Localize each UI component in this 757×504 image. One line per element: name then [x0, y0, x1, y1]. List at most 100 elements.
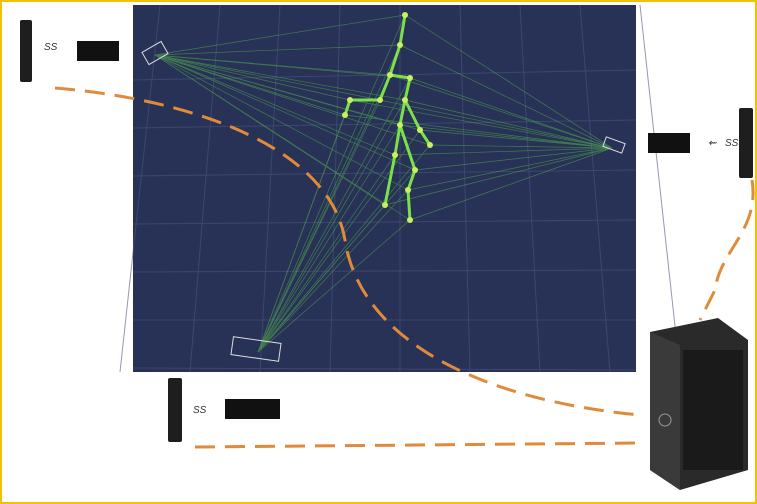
kinect: [225, 399, 280, 419]
ray: [154, 54, 421, 131]
cable: [698, 179, 755, 321]
bone: [418, 129, 432, 146]
grid-line: [132, 219, 637, 225]
server-front: [650, 332, 680, 490]
ray: [257, 204, 386, 353]
ray: [399, 44, 613, 149]
ray: [419, 129, 613, 149]
ray: [399, 124, 613, 149]
joint: [402, 97, 408, 103]
ray: [409, 77, 613, 149]
ray: [257, 219, 411, 353]
grid-line: [132, 69, 637, 81]
sensors: [141, 40, 626, 362]
ray: [257, 169, 416, 353]
joint: [407, 217, 413, 223]
server-side: [683, 350, 743, 470]
bone: [383, 154, 397, 206]
ray: [154, 14, 406, 56]
joint: [377, 97, 383, 103]
bone: [398, 99, 407, 126]
ray: [409, 147, 613, 221]
joint: [347, 97, 353, 103]
ray: [257, 99, 351, 353]
bone: [389, 73, 411, 80]
mini-pc: [739, 108, 753, 178]
ray: [349, 99, 613, 149]
ray: [344, 114, 613, 149]
joint: [407, 75, 413, 81]
ray: [257, 114, 346, 353]
ray: [257, 189, 409, 353]
joint: [427, 142, 433, 148]
ray: [429, 144, 613, 149]
bone: [398, 14, 407, 46]
grid-line: [119, 4, 161, 373]
ray: [154, 54, 401, 126]
bone: [378, 74, 392, 101]
ray: [404, 99, 613, 149]
grid-line: [132, 119, 637, 129]
joint: [342, 112, 348, 118]
server: [650, 318, 748, 490]
ray: [154, 44, 401, 56]
joint: [412, 167, 418, 173]
ray: [154, 54, 406, 101]
ray: [404, 14, 613, 149]
bone: [388, 44, 402, 76]
capture-view: [119, 4, 681, 373]
ray: [257, 14, 406, 353]
joint: [387, 72, 393, 78]
ray: [257, 99, 381, 353]
ray: [154, 54, 411, 221]
mini-pc: [168, 378, 182, 442]
grid-line: [519, 4, 541, 373]
ray: [154, 54, 346, 116]
grid-line: [639, 4, 681, 373]
joint: [417, 127, 423, 133]
grid-line: [132, 269, 637, 273]
cable: [194, 441, 641, 449]
grid-line: [329, 4, 341, 373]
ray: [414, 147, 613, 171]
ray: [154, 54, 381, 101]
bone: [403, 77, 412, 101]
ray: [154, 54, 416, 171]
ray: [154, 54, 391, 76]
joint: [402, 12, 408, 18]
usb-label: SS: [193, 405, 207, 416]
bone: [406, 169, 417, 191]
kinect-station-2: ⇜ SS: [648, 108, 753, 178]
kinect: [648, 133, 690, 153]
usb-label: SS: [44, 42, 58, 53]
sensor: [602, 136, 626, 154]
viewport: [133, 5, 636, 372]
grid-line: [189, 4, 221, 373]
usb-label: SS: [725, 138, 739, 149]
sensor: [230, 336, 282, 362]
usb-label: ⇜: [708, 138, 717, 149]
ray: [257, 99, 406, 353]
ray: [154, 54, 411, 79]
server-logo: [658, 413, 672, 427]
ray: [154, 54, 431, 146]
kinect-station-1: SS: [20, 20, 119, 82]
grid-line: [132, 169, 637, 177]
grid-line: [259, 4, 281, 373]
ray: [394, 147, 613, 156]
ray: [154, 54, 396, 156]
ray: [257, 77, 411, 353]
ray: [154, 54, 409, 191]
ray: [154, 54, 351, 101]
ray: [407, 147, 613, 191]
sensor: [141, 40, 169, 66]
grid-line: [132, 367, 637, 371]
bone: [398, 124, 417, 171]
ray: [257, 124, 401, 353]
ray: [257, 154, 396, 353]
ray: [379, 99, 613, 149]
joint: [397, 122, 403, 128]
cable: [54, 86, 641, 417]
skeleton: [342, 12, 433, 223]
